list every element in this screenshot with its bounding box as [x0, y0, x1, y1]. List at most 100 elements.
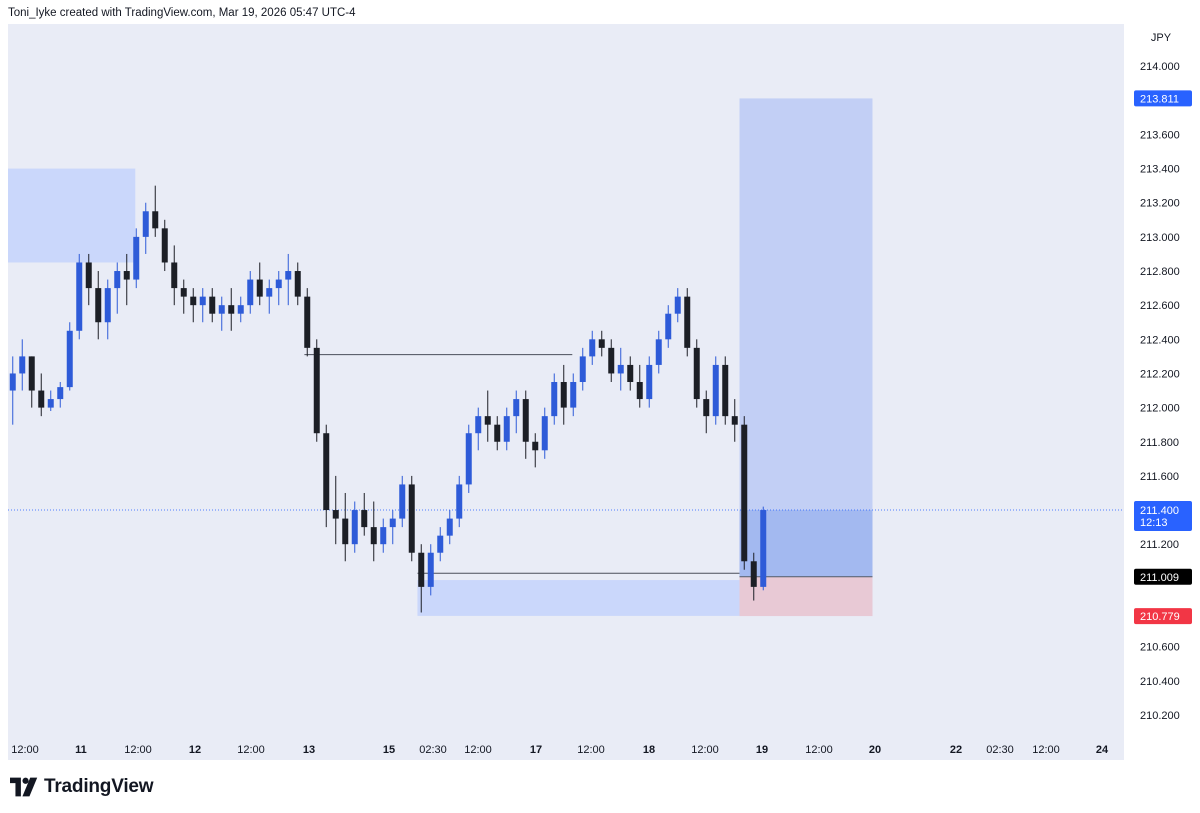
- price-label: 213.811: [1140, 93, 1179, 105]
- x-tick-label: 15: [383, 744, 395, 756]
- candle-body: [351, 510, 358, 545]
- candle-body: [475, 416, 482, 434]
- x-tick-label: 18: [643, 744, 655, 756]
- candle-body: [256, 279, 263, 297]
- candle-body: [66, 330, 73, 388]
- candle-body: [85, 262, 92, 289]
- x-tick-label: 02:30: [419, 744, 447, 756]
- candle-body: [617, 364, 624, 374]
- tradingview-logo[interactable]: TradingView: [10, 776, 154, 798]
- x-tick-label: 19: [756, 744, 768, 756]
- y-tick-label: 212.600: [1140, 300, 1180, 312]
- candle-body: [674, 296, 681, 314]
- y-tick-label: 212.400: [1140, 334, 1180, 346]
- y-tick-label: 213.200: [1140, 198, 1180, 210]
- position-stop-zone[interactable]: [739, 576, 873, 617]
- price-axis[interactable]: [1124, 24, 1192, 760]
- candle-body: [9, 373, 16, 391]
- x-tick-label: 02:30: [986, 744, 1014, 756]
- x-tick-label: 24: [1096, 744, 1109, 756]
- candle-body: [361, 510, 368, 528]
- current-price-label-bg: [1134, 501, 1192, 532]
- candle-body: [285, 271, 292, 280]
- candle-body: [589, 339, 596, 357]
- candle-body: [47, 399, 54, 408]
- y-tick-label: 211.600: [1140, 471, 1179, 483]
- candle-body: [598, 339, 605, 348]
- y-tick-label: 212.000: [1140, 403, 1180, 415]
- tradingview-logo-icon: [10, 777, 38, 797]
- tradingview-logo-text: TradingView: [44, 776, 154, 797]
- candle-body: [408, 484, 415, 553]
- demand-zone: [417, 580, 740, 616]
- candle-body: [741, 424, 748, 562]
- plot-area[interactable]: [8, 24, 1124, 736]
- candle-body: [133, 236, 140, 280]
- candle-body: [655, 339, 662, 365]
- candle-body: [750, 561, 757, 587]
- candle-body: [95, 288, 102, 323]
- x-tick-label: 12: [189, 744, 201, 756]
- price-label-bg: [1134, 608, 1192, 625]
- time-axis[interactable]: [8, 736, 1124, 760]
- candle-body: [180, 288, 187, 297]
- candle-body: [427, 552, 434, 587]
- candle-body: [332, 510, 339, 519]
- candle-body: [342, 518, 349, 545]
- candle-body: [152, 211, 159, 229]
- x-tick-label: 20: [869, 744, 881, 756]
- price-label-bg: [1134, 90, 1192, 107]
- candle-body: [418, 552, 425, 587]
- candle-body: [532, 441, 539, 451]
- currency-button[interactable]: JPY: [1137, 27, 1185, 49]
- candle-body: [104, 288, 111, 323]
- x-tick-label: 12:00: [691, 744, 719, 756]
- candle-body: [370, 527, 377, 545]
- y-tick-label: 213.000: [1140, 232, 1180, 244]
- x-tick-label: 12:00: [464, 744, 492, 756]
- x-tick-label: 12:00: [11, 744, 39, 756]
- position-open-profit-zone: [739, 510, 873, 577]
- position-target-zone[interactable]: [739, 98, 873, 577]
- price-label: 211.009: [1140, 572, 1179, 584]
- chart-panel[interactable]: 210.200 210.400 210.600 211.200 211.600 211.8…: [8, 24, 1192, 760]
- chart-caption: Toni_Iyke created with TradingView.com, …: [8, 7, 356, 19]
- candle-body: [551, 382, 558, 417]
- price-label: 210.779: [1140, 611, 1180, 623]
- x-tick-label: 12:00: [124, 744, 152, 756]
- y-tick-label: 213.600: [1140, 129, 1180, 141]
- candle-body: [684, 296, 691, 348]
- candle-body: [503, 416, 510, 442]
- candle-body: [76, 262, 83, 331]
- candle-body: [731, 416, 738, 425]
- candle-body: [570, 382, 577, 408]
- candle-body: [28, 356, 35, 391]
- y-tick-label: 210.600: [1140, 642, 1180, 654]
- candle-body: [494, 424, 501, 442]
- y-tick-label: 213.400: [1140, 164, 1180, 176]
- x-tick-label: 12:00: [1032, 744, 1060, 756]
- candle-body: [323, 433, 330, 511]
- y-tick-label: 211.800: [1140, 437, 1179, 449]
- y-tick-label: 212.200: [1140, 368, 1180, 380]
- x-tick-label: 13: [303, 744, 315, 756]
- price-chart[interactable]: 210.200 210.400 210.600 211.200 211.600 211.8…: [8, 24, 1192, 760]
- candle-body: [513, 399, 520, 417]
- current-price-label: 211.400: [1140, 505, 1179, 517]
- x-tick-label: 12:00: [577, 744, 605, 756]
- y-tick-label: 214.000: [1140, 61, 1180, 73]
- candle-body: [541, 416, 548, 451]
- x-tick-label: 12:00: [237, 744, 265, 756]
- candle-body: [218, 305, 225, 314]
- candle-body: [304, 296, 311, 348]
- candle-body: [722, 364, 729, 417]
- x-tick-label: 22: [950, 744, 962, 756]
- candle-body: [247, 279, 254, 306]
- candle-body: [636, 382, 643, 400]
- x-tick-label: 11: [75, 744, 87, 756]
- candle-body: [703, 399, 710, 417]
- y-tick-label: 210.200: [1140, 710, 1180, 722]
- candle-body: [399, 484, 406, 519]
- candle-body: [228, 305, 235, 314]
- candle-body: [522, 399, 529, 442]
